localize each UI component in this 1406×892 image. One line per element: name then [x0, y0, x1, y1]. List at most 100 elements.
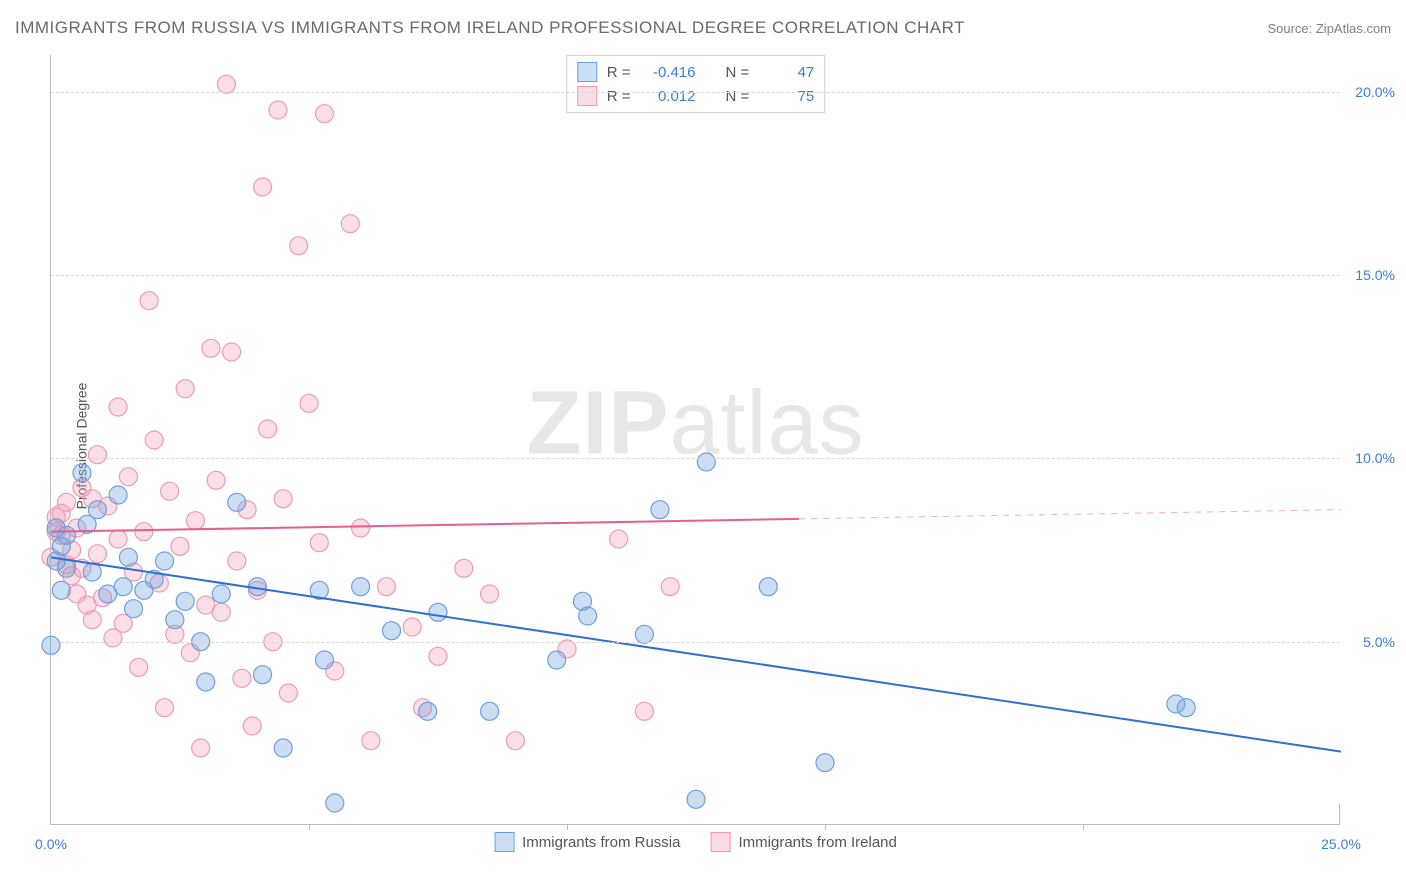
data-point [130, 658, 148, 676]
gridline [51, 642, 1340, 643]
data-point [83, 563, 101, 581]
data-point [109, 398, 127, 416]
data-point [88, 501, 106, 519]
data-point [254, 178, 272, 196]
legend-stats: R = -0.416 N = 47 R = 0.012 N = 75 [566, 55, 826, 113]
r-label: R = [607, 88, 631, 105]
x-tick-label: 25.0% [1321, 836, 1361, 852]
data-point [125, 600, 143, 618]
x-minor-tick [825, 824, 826, 830]
data-point [300, 394, 318, 412]
x-minor-tick [567, 824, 568, 830]
data-point [212, 585, 230, 603]
plot-svg [51, 55, 1340, 824]
data-point [254, 666, 272, 684]
r-value-ireland: 0.012 [641, 88, 696, 105]
data-point [419, 702, 437, 720]
n-value-ireland: 75 [759, 88, 814, 105]
data-point [135, 523, 153, 541]
data-point [661, 578, 679, 596]
y-tick-label: 10.0% [1355, 450, 1395, 466]
gridline [51, 458, 1340, 459]
data-point [171, 537, 189, 555]
data-point [315, 105, 333, 123]
data-point [610, 530, 628, 548]
source-text: Source: ZipAtlas.com [1267, 21, 1391, 36]
series-label-russia: Immigrants from Russia [522, 834, 680, 851]
data-point [114, 578, 132, 596]
n-label: N = [726, 88, 750, 105]
legend-stats-row-russia: R = -0.416 N = 47 [577, 60, 815, 84]
data-point [57, 493, 75, 511]
title-bar: IMMIGRANTS FROM RUSSIA VS IMMIGRANTS FRO… [15, 18, 1391, 38]
n-label: N = [726, 64, 750, 81]
data-point [274, 490, 292, 508]
data-point [274, 739, 292, 757]
gridline [51, 92, 1340, 93]
data-point [119, 548, 137, 566]
data-point [145, 431, 163, 449]
swatch-ireland [710, 832, 730, 852]
x-minor-tick [309, 824, 310, 830]
y-tick-label: 15.0% [1355, 267, 1395, 283]
regression-line [51, 519, 799, 532]
data-point [352, 578, 370, 596]
x-minor-tick [1083, 824, 1084, 830]
data-point [403, 618, 421, 636]
data-point [315, 651, 333, 669]
data-point [341, 215, 359, 233]
data-point [140, 292, 158, 310]
data-point [119, 468, 137, 486]
data-point [156, 699, 174, 717]
data-point [42, 636, 60, 654]
series-label-ireland: Immigrants from Ireland [738, 834, 896, 851]
swatch-russia [577, 62, 597, 82]
legend-stats-row-ireland: R = 0.012 N = 75 [577, 84, 815, 108]
data-point [455, 559, 473, 577]
data-point [352, 519, 370, 537]
data-point [579, 607, 597, 625]
data-point [197, 673, 215, 691]
data-point [207, 471, 225, 489]
legend-series: Immigrants from Russia Immigrants from I… [494, 832, 897, 852]
data-point [186, 512, 204, 530]
data-point [73, 464, 91, 482]
data-point [310, 534, 328, 552]
data-point [233, 669, 251, 687]
data-point [759, 578, 777, 596]
data-point [635, 702, 653, 720]
data-point [228, 552, 246, 570]
n-value-russia: 47 [759, 64, 814, 81]
data-point [687, 790, 705, 808]
data-point [192, 739, 210, 757]
swatch-russia [494, 832, 514, 852]
data-point [279, 684, 297, 702]
legend-item-russia: Immigrants from Russia [494, 832, 680, 852]
gridline [51, 275, 1340, 276]
data-point [109, 530, 127, 548]
data-point [57, 526, 75, 544]
data-point [290, 237, 308, 255]
data-point [52, 581, 70, 599]
data-point [326, 794, 344, 812]
data-point [166, 611, 184, 629]
data-point [217, 75, 235, 93]
plot-area: ZIPatlas R = -0.416 N = 47 R = 0.012 N =… [50, 55, 1340, 825]
data-point [635, 625, 653, 643]
data-point [88, 446, 106, 464]
data-point [429, 647, 447, 665]
data-point [697, 453, 715, 471]
r-value-russia: -0.416 [641, 64, 696, 81]
data-point [202, 339, 220, 357]
data-point [83, 611, 101, 629]
data-point [506, 732, 524, 750]
data-point [176, 592, 194, 610]
data-point [816, 754, 834, 772]
data-point [362, 732, 380, 750]
data-point [88, 545, 106, 563]
regression-line-extrapolated [799, 510, 1341, 519]
data-point [383, 622, 401, 640]
legend-item-ireland: Immigrants from Ireland [710, 832, 896, 852]
data-point [212, 603, 230, 621]
chart-title: IMMIGRANTS FROM RUSSIA VS IMMIGRANTS FRO… [15, 18, 965, 38]
